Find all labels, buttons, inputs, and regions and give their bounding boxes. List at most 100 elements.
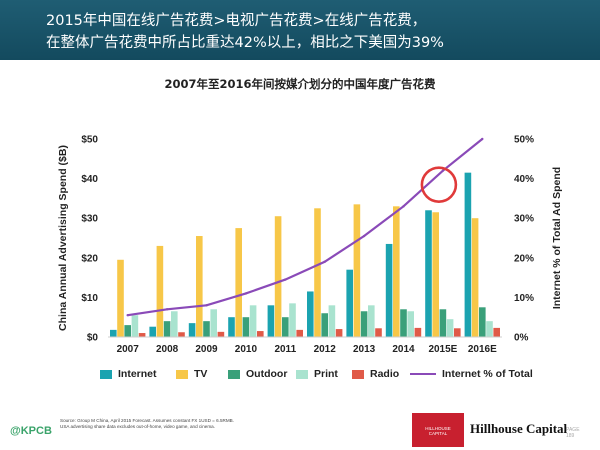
bar-internet-2012	[307, 291, 314, 337]
y2-tick-label: 0%	[514, 333, 529, 344]
x-tick-label-2011: 2011	[274, 344, 296, 355]
bar-outdoor-2009	[203, 321, 210, 337]
bar-tv-2013	[353, 204, 361, 337]
legend-label-internet-share: Internet % of Total	[442, 368, 533, 380]
x-tick-label-2014: 2014	[392, 344, 415, 355]
bar-internet-2009	[188, 323, 196, 337]
x-tick-label-2013: 2013	[353, 344, 376, 355]
bar-tv-2016e	[471, 218, 479, 337]
bar-outdoor-2010	[242, 317, 250, 337]
legend-label-outdoor: Outdoor	[246, 368, 288, 380]
line-point-2011	[284, 278, 287, 281]
bar-tv-2014	[393, 206, 400, 337]
legend-item-tv: TV	[176, 366, 207, 382]
bar-outdoor-2012	[321, 313, 328, 337]
line-point-2013	[362, 234, 366, 238]
y2-axis-title: Internet % of Total Ad Spend	[551, 167, 563, 309]
page-label: PAGE	[566, 427, 580, 433]
y-tick-label: $40	[81, 174, 98, 185]
bar-internet-2008	[149, 326, 156, 337]
bar-outdoor-2014	[400, 309, 407, 337]
bar-print-2013	[368, 305, 375, 337]
y-axis-title: China Annual Advertising Spend ($B)	[57, 145, 69, 331]
highlight-circle-2015e	[420, 166, 458, 203]
source-line-1: Source: Group M China, April 2015 Foreca…	[60, 418, 235, 423]
legend-item-internet: Internet	[100, 366, 157, 382]
x-tick-label-2009: 2009	[195, 344, 218, 355]
hillhouse-box-line-1: HILLHOUSE	[425, 426, 451, 431]
x-tick-label-2010: 2010	[235, 344, 258, 355]
legend-item-radio: Radio	[352, 366, 399, 382]
line-point-2010	[244, 292, 248, 295]
hillhouse-name: Hillhouse Capital	[470, 421, 568, 436]
y-tick-label: $30	[81, 214, 98, 225]
y-tick-label: $10	[81, 293, 98, 304]
bar-radio-2014	[414, 327, 422, 337]
legend-item-internet-share: Internet % of Total	[410, 366, 533, 382]
legend-item-print: Print	[296, 366, 338, 382]
x-tick-label-2012: 2012	[314, 344, 337, 355]
legend-line-internet-share	[410, 373, 436, 375]
page-number-value: 189	[566, 433, 575, 439]
hillhouse-box-line-2: CAPITAL	[428, 431, 448, 436]
bar-print-2014	[407, 311, 414, 337]
bar-tv-2015e	[432, 212, 439, 337]
bar-radio-2010	[257, 331, 264, 337]
hillhouse-logo-box: HILLHOUSE CAPITAL	[412, 413, 464, 447]
chart-legend: Internet TV Outdoor Print Radio Internet…	[100, 366, 560, 382]
bar-print-2007	[131, 315, 139, 337]
bar-outdoor-2015e	[439, 309, 447, 337]
bar-radio-2012	[335, 329, 343, 337]
bar-print-2011	[289, 303, 296, 337]
y2-tick-label: 10%	[514, 293, 534, 304]
header-banner: 2015年中国在线广告花费>电视广告花费>在线广告花费， 在整体广告花费中所占比…	[0, 0, 600, 60]
x-tick-label-2016e: 2016E	[468, 344, 497, 355]
bar-outdoor-2016e	[479, 307, 486, 337]
bar-tv-2007	[117, 259, 124, 337]
line-point-2007	[126, 314, 129, 317]
legend-swatch-outdoor	[228, 369, 240, 379]
bar-internet-2013	[346, 269, 353, 337]
line-point-2014	[402, 205, 405, 208]
legend-item-outdoor: Outdoor	[228, 366, 287, 382]
bar-internet-2007	[110, 329, 117, 337]
bar-tv-2009	[196, 236, 203, 337]
bar-internet-2011	[267, 305, 275, 337]
kpcb-logo: @KPCB	[10, 425, 52, 437]
page-number: PAGE 189	[566, 427, 580, 439]
legend-label-radio: Radio	[370, 368, 400, 380]
legend-label-internet: Internet	[118, 368, 157, 380]
line-point-2012	[323, 260, 326, 263]
bar-tv-2011	[274, 216, 282, 337]
bar-print-2009	[210, 309, 217, 337]
x-tick-label-2015e: 2015E	[428, 344, 457, 355]
y-tick-label: $50	[81, 135, 98, 146]
bar-tv-2008	[156, 245, 164, 337]
chart-title: 2007年至2016年间按媒介划分的中国年度广告花费	[164, 77, 436, 91]
bar-outdoor-2013	[360, 311, 368, 337]
bar-internet-2014	[385, 243, 393, 337]
line-point-2008	[165, 308, 169, 311]
headline-line-1: 2015年中国在线广告花费>电视广告花费>在线广告花费，	[46, 13, 427, 29]
bar-print-2015e	[446, 319, 454, 337]
bar-print-2016e	[486, 321, 493, 337]
headline-line-2: 在整体广告花费中所占比重达42%以上，相比之下美国为39%	[46, 35, 444, 51]
bar-print-2010	[249, 305, 257, 337]
ad-spend-chart: $0 $10 $20 $30 $40 $50 0% 10% 20% 30% 40% 50% China …	[57, 135, 563, 356]
bar-radio-2016e	[493, 327, 500, 337]
bar-radio-2015e	[454, 328, 461, 337]
y2-tick-label: 50%	[514, 135, 534, 146]
bar-tv-2012	[314, 208, 321, 337]
legend-label-tv: TV	[194, 368, 208, 380]
bar-radio-2008	[178, 332, 185, 337]
y2-tick-label: 30%	[514, 214, 534, 225]
legend-label-print: Print	[314, 368, 338, 380]
legend-swatch-print	[296, 369, 308, 379]
bar-print-2012	[328, 305, 336, 337]
y2-tick-label: 20%	[514, 253, 534, 264]
y-tick-label: $20	[81, 253, 98, 264]
bar-outdoor-2011	[282, 317, 289, 337]
line-point-2016e	[481, 137, 484, 141]
x-tick-label-2007: 2007	[117, 344, 140, 355]
legend-swatch-radio	[352, 369, 364, 379]
